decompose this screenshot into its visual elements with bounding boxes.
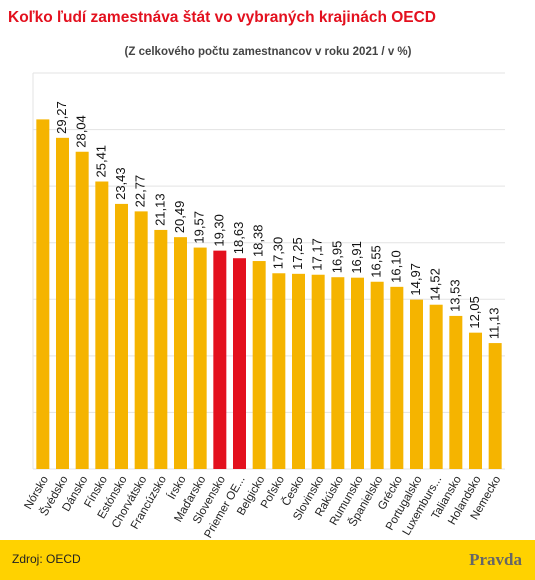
value-label: 21,13 (152, 193, 167, 226)
value-label: 17,25 (290, 237, 305, 270)
footer (0, 540, 535, 580)
bar (193, 247, 207, 469)
bar (429, 304, 443, 469)
value-label: 16,91 (349, 241, 364, 274)
bar (488, 343, 502, 469)
value-label: 16,55 (369, 245, 384, 278)
value-label: 23,43 (113, 167, 128, 200)
bar (311, 274, 325, 469)
bar (174, 237, 187, 469)
chart-title: Koľko ľudí zamestnáva štát vo vybraných … (8, 9, 436, 26)
bar (469, 332, 482, 469)
value-label: 18,63 (231, 222, 246, 255)
bar (213, 250, 227, 469)
bar (449, 315, 463, 469)
bar (233, 258, 246, 469)
bar (292, 273, 305, 469)
value-label: 14,97 (408, 263, 423, 296)
value-label: 17,17 (310, 238, 325, 271)
bar (134, 211, 148, 469)
bar (331, 277, 345, 469)
value-label: 19,30 (211, 214, 226, 247)
value-label: 13,53 (447, 279, 462, 312)
value-label: 16,95 (329, 241, 344, 274)
bar (75, 151, 89, 469)
value-label: 12,05 (467, 296, 482, 329)
bar (95, 181, 109, 469)
value-label: 20,49 (172, 201, 187, 234)
value-label: 22,77 (133, 175, 148, 208)
bar (56, 137, 69, 469)
bar (36, 119, 50, 469)
value-label: 18,38 (251, 224, 266, 257)
value-label: 16,10 (388, 250, 403, 283)
bar (370, 281, 384, 469)
value-label: 11,13 (487, 307, 502, 339)
bar (351, 277, 364, 469)
value-label: 28,04 (74, 115, 89, 148)
bar (272, 273, 286, 469)
bar (154, 229, 168, 469)
value-label: 19,57 (192, 211, 207, 244)
value-label: 14,52 (428, 268, 443, 301)
value-label: 25,41 (93, 145, 108, 178)
bar (115, 203, 128, 469)
chart-subtitle: (Z celkového počtu zamestnancov v roku 2… (125, 46, 412, 58)
value-label: 29,27 (54, 101, 69, 134)
bar (252, 261, 266, 469)
value-label: 17,30 (270, 237, 285, 270)
brand: Pravda (469, 550, 522, 569)
source: Zdroj: OECD (12, 552, 81, 566)
bar (410, 299, 423, 469)
bar (390, 286, 404, 469)
